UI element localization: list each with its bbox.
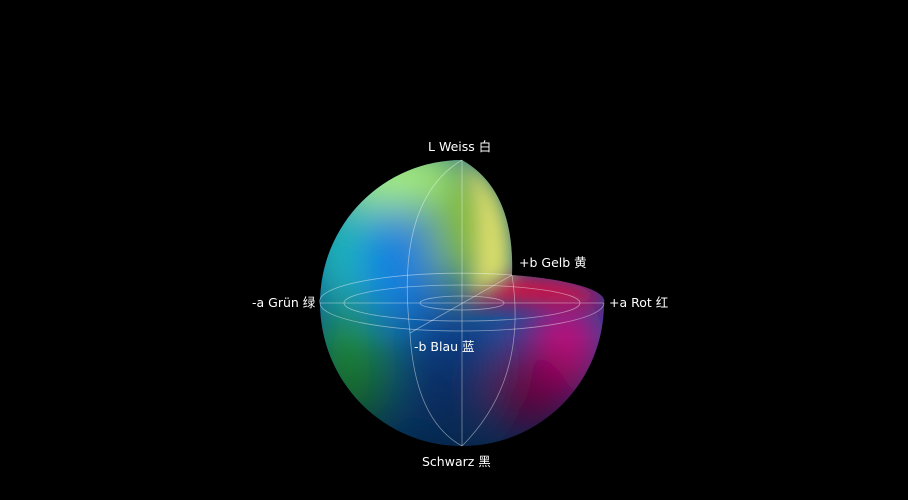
label-minus-b-blue: -b Blau 蓝 [414, 339, 475, 354]
grid-lines [319, 159, 605, 447]
label-l-white: L Weiss 白 [428, 139, 492, 154]
label-minus-a-green: -a Grün 绿 [252, 295, 316, 310]
label-plus-a-red: +a Rot 红 [609, 295, 669, 310]
label-black: Schwarz 黑 [422, 454, 491, 469]
label-plus-b-yellow: +b Gelb 黄 [519, 255, 587, 270]
